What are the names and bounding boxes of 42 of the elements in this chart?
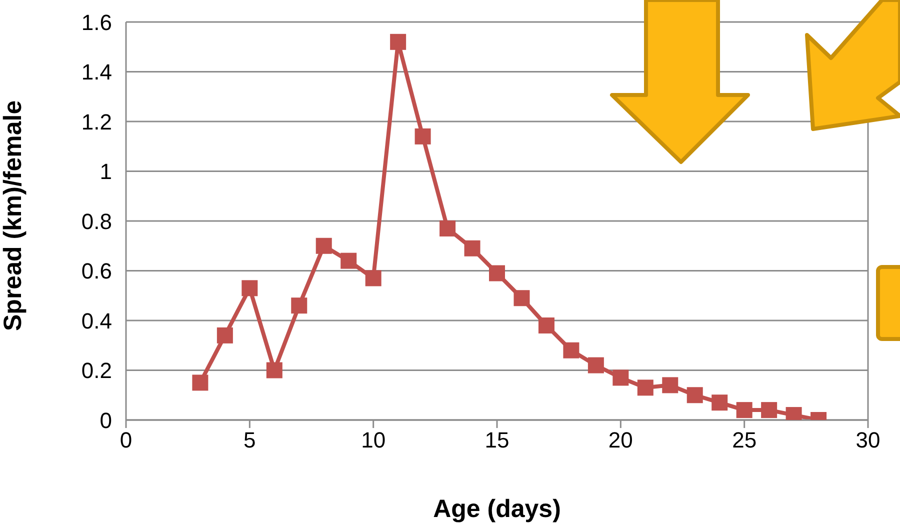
point: [489, 265, 505, 282]
y-tick-label: 1: [100, 159, 112, 184]
x-tick-label: 30: [856, 428, 880, 453]
point: [686, 387, 703, 404]
y-tick-label: 1.2: [81, 109, 112, 134]
y-tick-label: 1.4: [81, 60, 112, 85]
x-tick-label: 10: [361, 428, 386, 453]
x-tick-label: 25: [732, 428, 757, 453]
point: [464, 240, 480, 256]
point: [588, 357, 604, 374]
y-tick-label: 1.6: [81, 10, 112, 35]
point: [637, 380, 654, 396]
point: [242, 280, 258, 296]
x-tick-label: 20: [608, 428, 633, 453]
y-tick-label: 0: [100, 408, 112, 433]
point: [390, 34, 406, 50]
point: [563, 342, 580, 358]
point: [612, 370, 629, 386]
point: [365, 270, 382, 286]
point: [266, 362, 282, 378]
point: [192, 374, 208, 391]
point: [761, 402, 778, 418]
point: [316, 238, 332, 254]
point: [538, 317, 554, 334]
point: [291, 298, 308, 314]
y-tick-label: 0.2: [81, 358, 112, 384]
point: [514, 290, 530, 306]
point: [662, 377, 678, 394]
x-axis-title: Age (days): [433, 495, 561, 523]
point: [414, 128, 431, 144]
y-tick-label: 0.4: [81, 308, 112, 334]
y-tick-label: 0.6: [81, 258, 112, 284]
x-tick-label: 0: [120, 428, 132, 453]
point: [216, 327, 233, 344]
x-tick-label: 5: [244, 428, 256, 453]
y-tick-label: 0.8: [81, 208, 112, 234]
point: [736, 402, 752, 418]
point: [712, 394, 728, 411]
x-tick-label: 15: [484, 428, 510, 453]
point: [340, 252, 357, 269]
y-axis-title: Spread (km)/female: [0, 100, 27, 331]
point: [440, 220, 456, 236]
